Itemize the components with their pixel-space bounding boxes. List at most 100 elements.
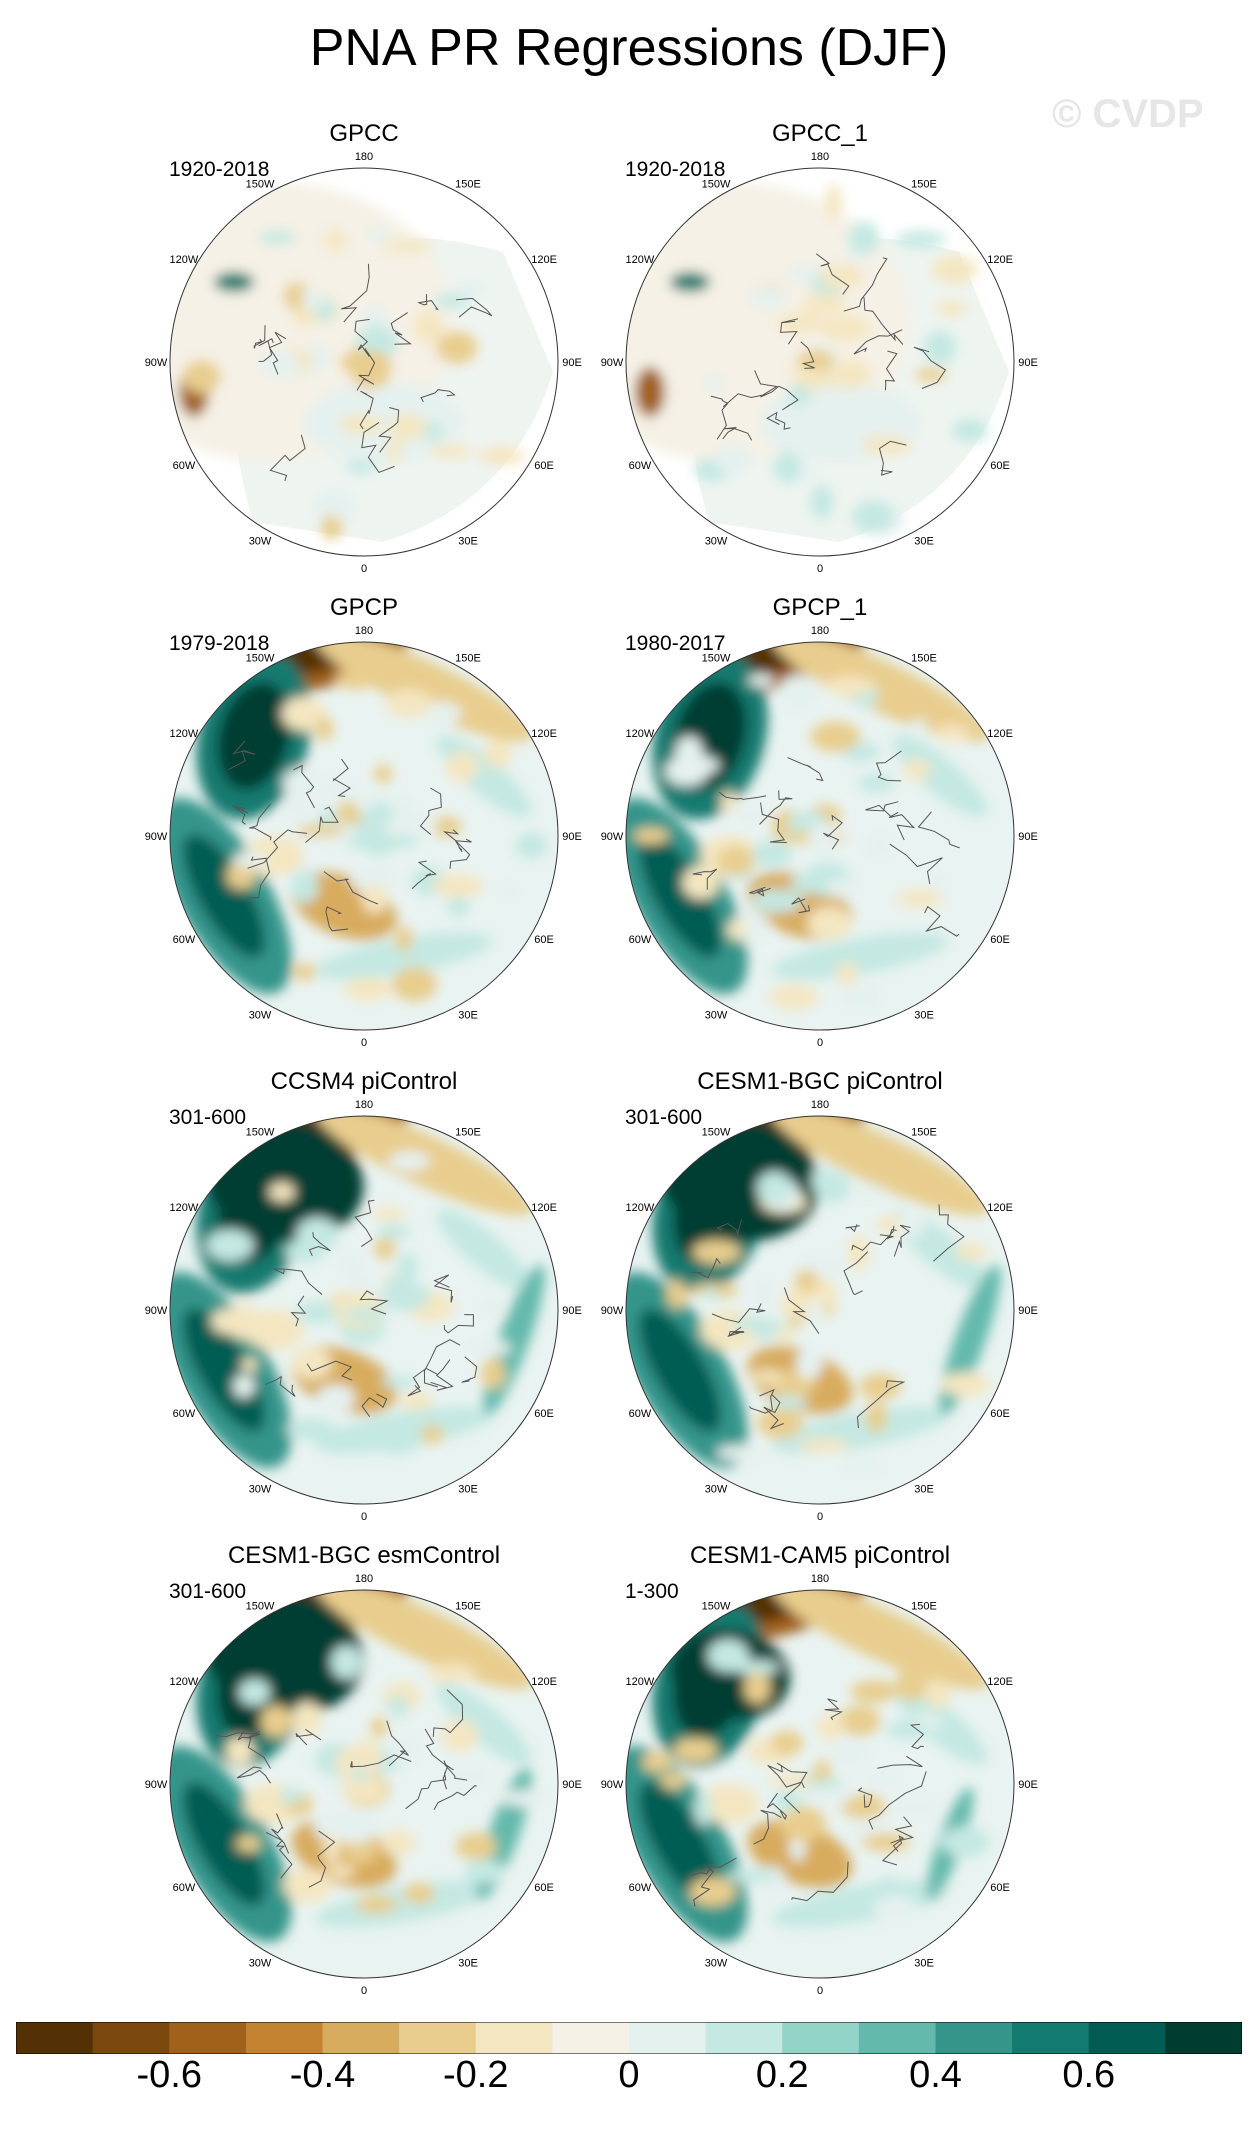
map-panel-cesm1-cam5-picontrol: 180 150E 120E 90E 60E 30E 0 30W 60W 90W 120W 150W C… <box>589 1542 1069 2012</box>
longitude-label: 120W <box>626 728 655 740</box>
longitude-label: 30W <box>705 1009 728 1021</box>
longitude-label: 0 <box>361 1985 367 1997</box>
colorbar-bin <box>92 2022 170 2054</box>
map-panel-gpcc-1: 180 150E 120E 90E 60E 30E 0 30W 60W 90W 120W 150W G… <box>589 120 1069 590</box>
map-panel-ccsm4-picontrol: 180 150E 120E 90E 60E 30E 0 30W 60W 90W 120W 150W C… <box>133 1068 613 1538</box>
precip-field <box>626 168 1014 556</box>
panel-period: 1979-2018 <box>169 632 270 655</box>
precip-field <box>170 168 558 556</box>
longitude-label: 30W <box>249 1957 272 1969</box>
polar-map: 180 150E 120E 90E 60E 30E 0 30W 60W 90W 120W 150W <box>601 151 1038 575</box>
longitude-label: 60E <box>990 460 1010 472</box>
longitude-label: 150W <box>702 179 731 191</box>
colorbar-bin <box>629 2022 707 2054</box>
longitude-label: 60W <box>173 460 196 472</box>
longitude-label: 0 <box>361 1511 367 1523</box>
colorbar-tick: 0.2 <box>755 2054 809 2096</box>
longitude-label: 120W <box>626 1676 655 1688</box>
longitude-label: 120W <box>626 1202 655 1214</box>
coastlines <box>228 740 472 932</box>
longitude-label: 120E <box>531 1202 557 1214</box>
precip-field <box>170 642 558 1030</box>
polar-map: 180 150E 120E 90E 60E 30E 0 30W 60W 90W 120W 150W <box>145 1099 582 1523</box>
longitude-label: 60W <box>173 1882 196 1894</box>
longitude-label: 0 <box>361 1037 367 1049</box>
colorbar-bin <box>475 2022 553 2054</box>
map-border <box>625 1115 1015 1505</box>
polar-map: 180 150E 120E 90E 60E 30E 0 30W 60W 90W 120W 150W <box>145 625 582 1049</box>
coastlines <box>265 1199 478 1417</box>
longitude-label: 30W <box>249 1483 272 1495</box>
longitude-label: 60W <box>629 934 652 946</box>
longitude-label: 120E <box>531 728 557 740</box>
panel-period: 301-600 <box>169 1580 247 1603</box>
panel-title: CESM1-BGC piControl <box>697 1068 943 1095</box>
colorbar-bin <box>399 2022 477 2054</box>
longitude-label: 150W <box>246 179 275 191</box>
longitude-label: 90E <box>562 1305 582 1317</box>
colorbar-tick: -0.6 <box>136 2054 202 2096</box>
longitude-label: 30E <box>458 535 478 547</box>
longitude-label: 0 <box>817 1037 823 1049</box>
longitude-label: 150E <box>911 1127 937 1139</box>
longitude-label: 150W <box>246 1601 275 1613</box>
longitude-label: 60E <box>990 1408 1010 1420</box>
longitude-label: 60W <box>629 460 652 472</box>
longitude-label: 120W <box>626 254 655 266</box>
longitude-label: 90W <box>145 831 168 843</box>
colorbar <box>16 2022 1242 2054</box>
coastlines <box>691 1698 927 1907</box>
longitude-label: 120E <box>987 1202 1013 1214</box>
longitude-label: 60W <box>173 1408 196 1420</box>
longitude-label: 150E <box>911 653 937 665</box>
panel-title: GPCC <box>329 120 399 147</box>
colorbar-tick: 0 <box>618 2054 640 2096</box>
cvdp-watermark: © CVDP <box>1052 92 1204 136</box>
panel-period: 301-600 <box>169 1106 247 1129</box>
polar-map: 180 150E 120E 90E 60E 30E 0 30W 60W 90W 120W 150W <box>601 1573 1038 1997</box>
longitude-label: 90W <box>601 1779 624 1791</box>
longitude-label: 120W <box>170 1676 199 1688</box>
coastlines <box>692 750 960 937</box>
longitude-label: 90W <box>145 357 168 369</box>
map-panel-gpcp: 180 150E 120E 90E 60E 30E 0 30W 60W 90W 120W 150W G… <box>133 594 613 1064</box>
colorbar-tick: -0.4 <box>289 2054 356 2096</box>
longitude-label: 150W <box>702 653 731 665</box>
longitude-label: 30W <box>705 1483 728 1495</box>
longitude-label: 30E <box>458 1957 478 1969</box>
longitude-label: 90E <box>1018 1779 1038 1791</box>
longitude-label: 180 <box>355 625 373 637</box>
panel-title: GPCC_1 <box>771 120 869 147</box>
colorbar-bin <box>322 2022 400 2054</box>
colorbar-bin <box>858 2022 937 2054</box>
map-panel-gpcp-1: 180 150E 120E 90E 60E 30E 0 30W 60W 90W 120W 150W G… <box>589 594 1069 1064</box>
longitude-label: 120W <box>170 1202 199 1214</box>
longitude-label: 30E <box>458 1009 478 1021</box>
panel-period: 1980-2017 <box>625 632 726 655</box>
coastlines <box>710 253 947 476</box>
longitude-label: 150W <box>246 653 275 665</box>
colorbar-bin <box>16 2022 94 2054</box>
longitude-label: 150E <box>911 179 937 191</box>
longitude-label: 30W <box>249 535 272 547</box>
coastlines <box>253 263 493 482</box>
colorbar-bin <box>705 2022 783 2054</box>
longitude-label: 90E <box>1018 357 1038 369</box>
polar-map: 180 150E 120E 90E 60E 30E 0 30W 60W 90W 120W 150W <box>601 1099 1038 1523</box>
longitude-label: 90E <box>1018 831 1038 843</box>
longitude-label: 30E <box>914 1483 934 1495</box>
longitude-label: 180 <box>811 151 829 163</box>
colorbar-bin <box>1088 2022 1166 2054</box>
colorbar-tick: 0.4 <box>909 2054 962 2096</box>
map-border <box>169 641 559 1031</box>
longitude-label: 150E <box>455 179 481 191</box>
longitude-label: 90W <box>601 831 624 843</box>
panel-title: CCSM4 piControl <box>270 1068 458 1095</box>
longitude-label: 60E <box>534 1882 554 1894</box>
longitude-label: 150E <box>455 1601 481 1613</box>
longitude-label: 180 <box>355 1099 373 1111</box>
colorbar-tick: 0.6 <box>1062 2054 1116 2096</box>
longitude-label: 90E <box>1018 1305 1038 1317</box>
map-border <box>169 1115 559 1505</box>
panel-title: GPCP <box>329 594 398 621</box>
